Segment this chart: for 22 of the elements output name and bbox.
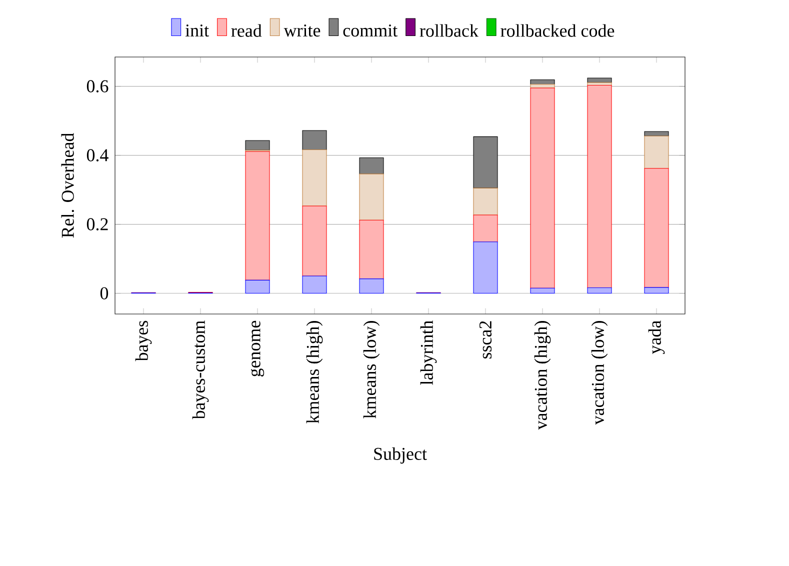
x-tick-label: kmeans (low) xyxy=(363,321,380,418)
x-tick-label: labyrinth xyxy=(420,320,437,385)
legend-label: commit xyxy=(343,24,398,37)
x-tick-label: ssca2 xyxy=(479,321,492,359)
legend-label: write xyxy=(284,24,320,37)
x-tick-label: bayes-custom xyxy=(192,320,209,420)
y-tick-label: 0.4 xyxy=(86,149,108,162)
y-tick-label: 0 xyxy=(100,287,108,300)
y-tick-label: 0.2 xyxy=(86,218,108,230)
y-tick-label: 0.6 xyxy=(86,80,108,92)
legend-label: rollback xyxy=(420,24,478,37)
legend-label: read xyxy=(231,24,262,37)
legend-label: rollbacked code xyxy=(500,24,614,37)
x-tick-label: genome xyxy=(250,320,264,376)
legend-label: init xyxy=(185,24,209,37)
x-tick-label: vacation (high) xyxy=(534,321,551,430)
y-axis-title: Rel. Overhead xyxy=(61,132,74,238)
x-tick-label: bayes xyxy=(135,320,152,362)
x-tick-label: vacation (low) xyxy=(591,321,608,425)
x-tick-label: kmeans (high) xyxy=(306,321,323,424)
x-axis-title: Subject xyxy=(374,447,427,464)
x-tick-label: yada xyxy=(648,320,665,354)
